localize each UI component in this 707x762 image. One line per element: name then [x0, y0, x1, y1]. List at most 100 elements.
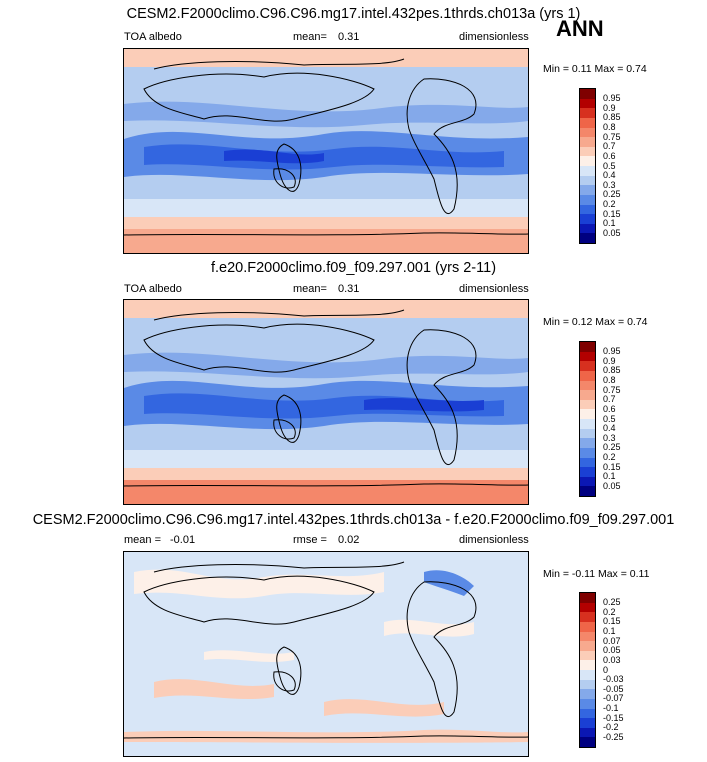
panel-3-min-value: -0.11	[571, 568, 596, 580]
colorbar-swatch	[580, 108, 595, 118]
panel-1-max-label: Max =	[594, 63, 624, 75]
panel-3-map	[123, 551, 529, 757]
colorbar-tick-label: 0.75	[603, 131, 621, 142]
colorbar-swatch	[580, 89, 595, 99]
panel-2-title: f.e20.F2000climo.f09_f09.297.001 (yrs 2-…	[210, 260, 497, 276]
panel-2-variable: TOA albedo	[124, 283, 182, 295]
colorbar-tick-label: 0.6	[603, 150, 616, 161]
colorbar-swatch	[580, 117, 595, 128]
colorbar-tick-label: 0	[603, 664, 609, 675]
colorbar-tick-label: 0.4	[603, 170, 616, 181]
colorbar-tick-label: 0.05	[603, 227, 621, 238]
panel-3-mean-value: -0.01	[170, 534, 196, 546]
panel-1-map	[123, 48, 529, 254]
colorbar-tick-label: 0.7	[603, 141, 616, 152]
colorbar-tick-label: 0.75	[603, 384, 621, 395]
colorbar-tick-label: -0.2	[603, 722, 619, 733]
panel-2-colorbar	[579, 341, 596, 497]
colorbar-tick-label: 0.25	[603, 442, 621, 453]
panel-1-minmax: Min = 0.11 Max = 0.74	[543, 63, 647, 75]
colorbar-tick-label: -0.15	[603, 712, 624, 723]
colorbar-tick-label: 0.1	[603, 626, 616, 636]
colorbar-swatch	[580, 127, 595, 138]
colorbar-tick-label: 0.25	[603, 189, 621, 200]
panel-1-mean-value: 0.31	[338, 31, 360, 43]
colorbar-tick-label: 0.2	[603, 452, 616, 462]
colorbar-tick-label: -0.05	[603, 683, 624, 694]
colorbar-swatch	[580, 457, 595, 468]
panel-2-min-value: 0.12	[571, 316, 593, 328]
colorbar-tick-label: 0.8	[603, 375, 616, 385]
colorbar-swatch	[580, 175, 595, 186]
colorbar-tick-label: 0.03	[603, 654, 621, 665]
colorbar-tick-label: 0.5	[603, 413, 616, 424]
colorbar-swatch	[580, 650, 595, 661]
panel-3-max-value: 0.11	[629, 568, 650, 580]
panel-2-min-label: Min =	[543, 316, 569, 328]
panel-1-max-value: 0.74	[626, 63, 647, 75]
colorbar-swatch	[580, 370, 595, 381]
colorbar-tick-label: 0.05	[603, 645, 621, 656]
colorbar-tick-label: -0.03	[603, 674, 624, 685]
colorbar-tick-label: 0.4	[603, 423, 616, 434]
colorbar-swatch	[580, 214, 595, 224]
panel-1-map-svg	[124, 49, 528, 253]
colorbar-tick-label: 0.6	[603, 403, 616, 414]
colorbar-swatch	[580, 223, 595, 234]
colorbar-swatch	[580, 698, 595, 709]
panel-3-colorbar	[579, 592, 596, 748]
colorbar-swatch	[580, 641, 595, 651]
colorbar-swatch	[580, 486, 595, 496]
colorbar-swatch	[580, 194, 595, 205]
panel-3-units: dimensionless	[459, 534, 529, 546]
colorbar-swatch	[580, 342, 595, 352]
season-label: ANN	[556, 16, 604, 41]
colorbar-swatch	[580, 399, 595, 410]
colorbar-tick-label: -0.1	[603, 703, 619, 713]
colorbar-swatch	[580, 631, 595, 642]
colorbar-swatch	[580, 204, 595, 215]
panel-1-colorbar	[579, 88, 596, 244]
colorbar-tick-label: 0.1	[603, 471, 616, 482]
panel-1-title: CESM2.F2000climo.C96.C96.mg17.intel.432p…	[126, 6, 581, 22]
panel-3-max-label: Max =	[597, 568, 627, 580]
colorbar-swatch	[580, 185, 595, 195]
colorbar-tick-label: 0.85	[603, 365, 621, 376]
colorbar-tick-label: 0.2	[603, 199, 616, 209]
panel-3-mean-label: mean =	[124, 534, 161, 546]
colorbar-tick-label: -0.25	[603, 731, 624, 742]
panel-1-variable: TOA albedo	[124, 31, 182, 43]
panel-3-rmse-value: 0.02	[338, 534, 360, 546]
colorbar-tick-label: 0.8	[603, 122, 616, 132]
panel-2-units: dimensionless	[459, 283, 529, 295]
colorbar-swatch	[580, 166, 595, 176]
colorbar-swatch	[580, 380, 595, 391]
colorbar-swatch	[580, 137, 595, 147]
panel-3-minmax: Min = -0.11 Max = 0.11	[543, 568, 649, 580]
panel-1-mean-label: mean=	[293, 31, 327, 43]
colorbar-swatch	[580, 419, 595, 429]
panel-3-map-svg	[124, 552, 528, 756]
colorbar-tick-label: 0.05	[603, 480, 621, 491]
colorbar-swatch	[580, 679, 595, 690]
colorbar-swatch	[580, 660, 595, 670]
panel-3-rmse-label: rmse =	[293, 534, 327, 546]
colorbar-swatch	[580, 708, 595, 719]
colorbar-tick-label: 0.95	[603, 93, 621, 104]
panel-1-min-value: 0.11	[571, 63, 592, 75]
colorbar-swatch	[580, 621, 595, 632]
colorbar-swatch	[580, 476, 595, 487]
colorbar-tick-label: 0.3	[603, 432, 616, 443]
colorbar-swatch	[580, 612, 595, 622]
colorbar-swatch	[580, 428, 595, 439]
colorbar-tick-label: 0.1	[603, 218, 616, 229]
panel-2-mean-value: 0.31	[338, 283, 360, 295]
colorbar-tick-label: 0.15	[603, 461, 621, 472]
panel-2-minmax: Min = 0.12 Max = 0.74	[543, 316, 648, 328]
panel-2-map-svg	[124, 300, 528, 504]
colorbar-swatch	[580, 718, 595, 728]
colorbar-swatch	[580, 361, 595, 371]
colorbar-swatch	[580, 737, 595, 747]
colorbar-swatch	[580, 467, 595, 477]
colorbar-tick-label: 0.15	[603, 208, 621, 219]
